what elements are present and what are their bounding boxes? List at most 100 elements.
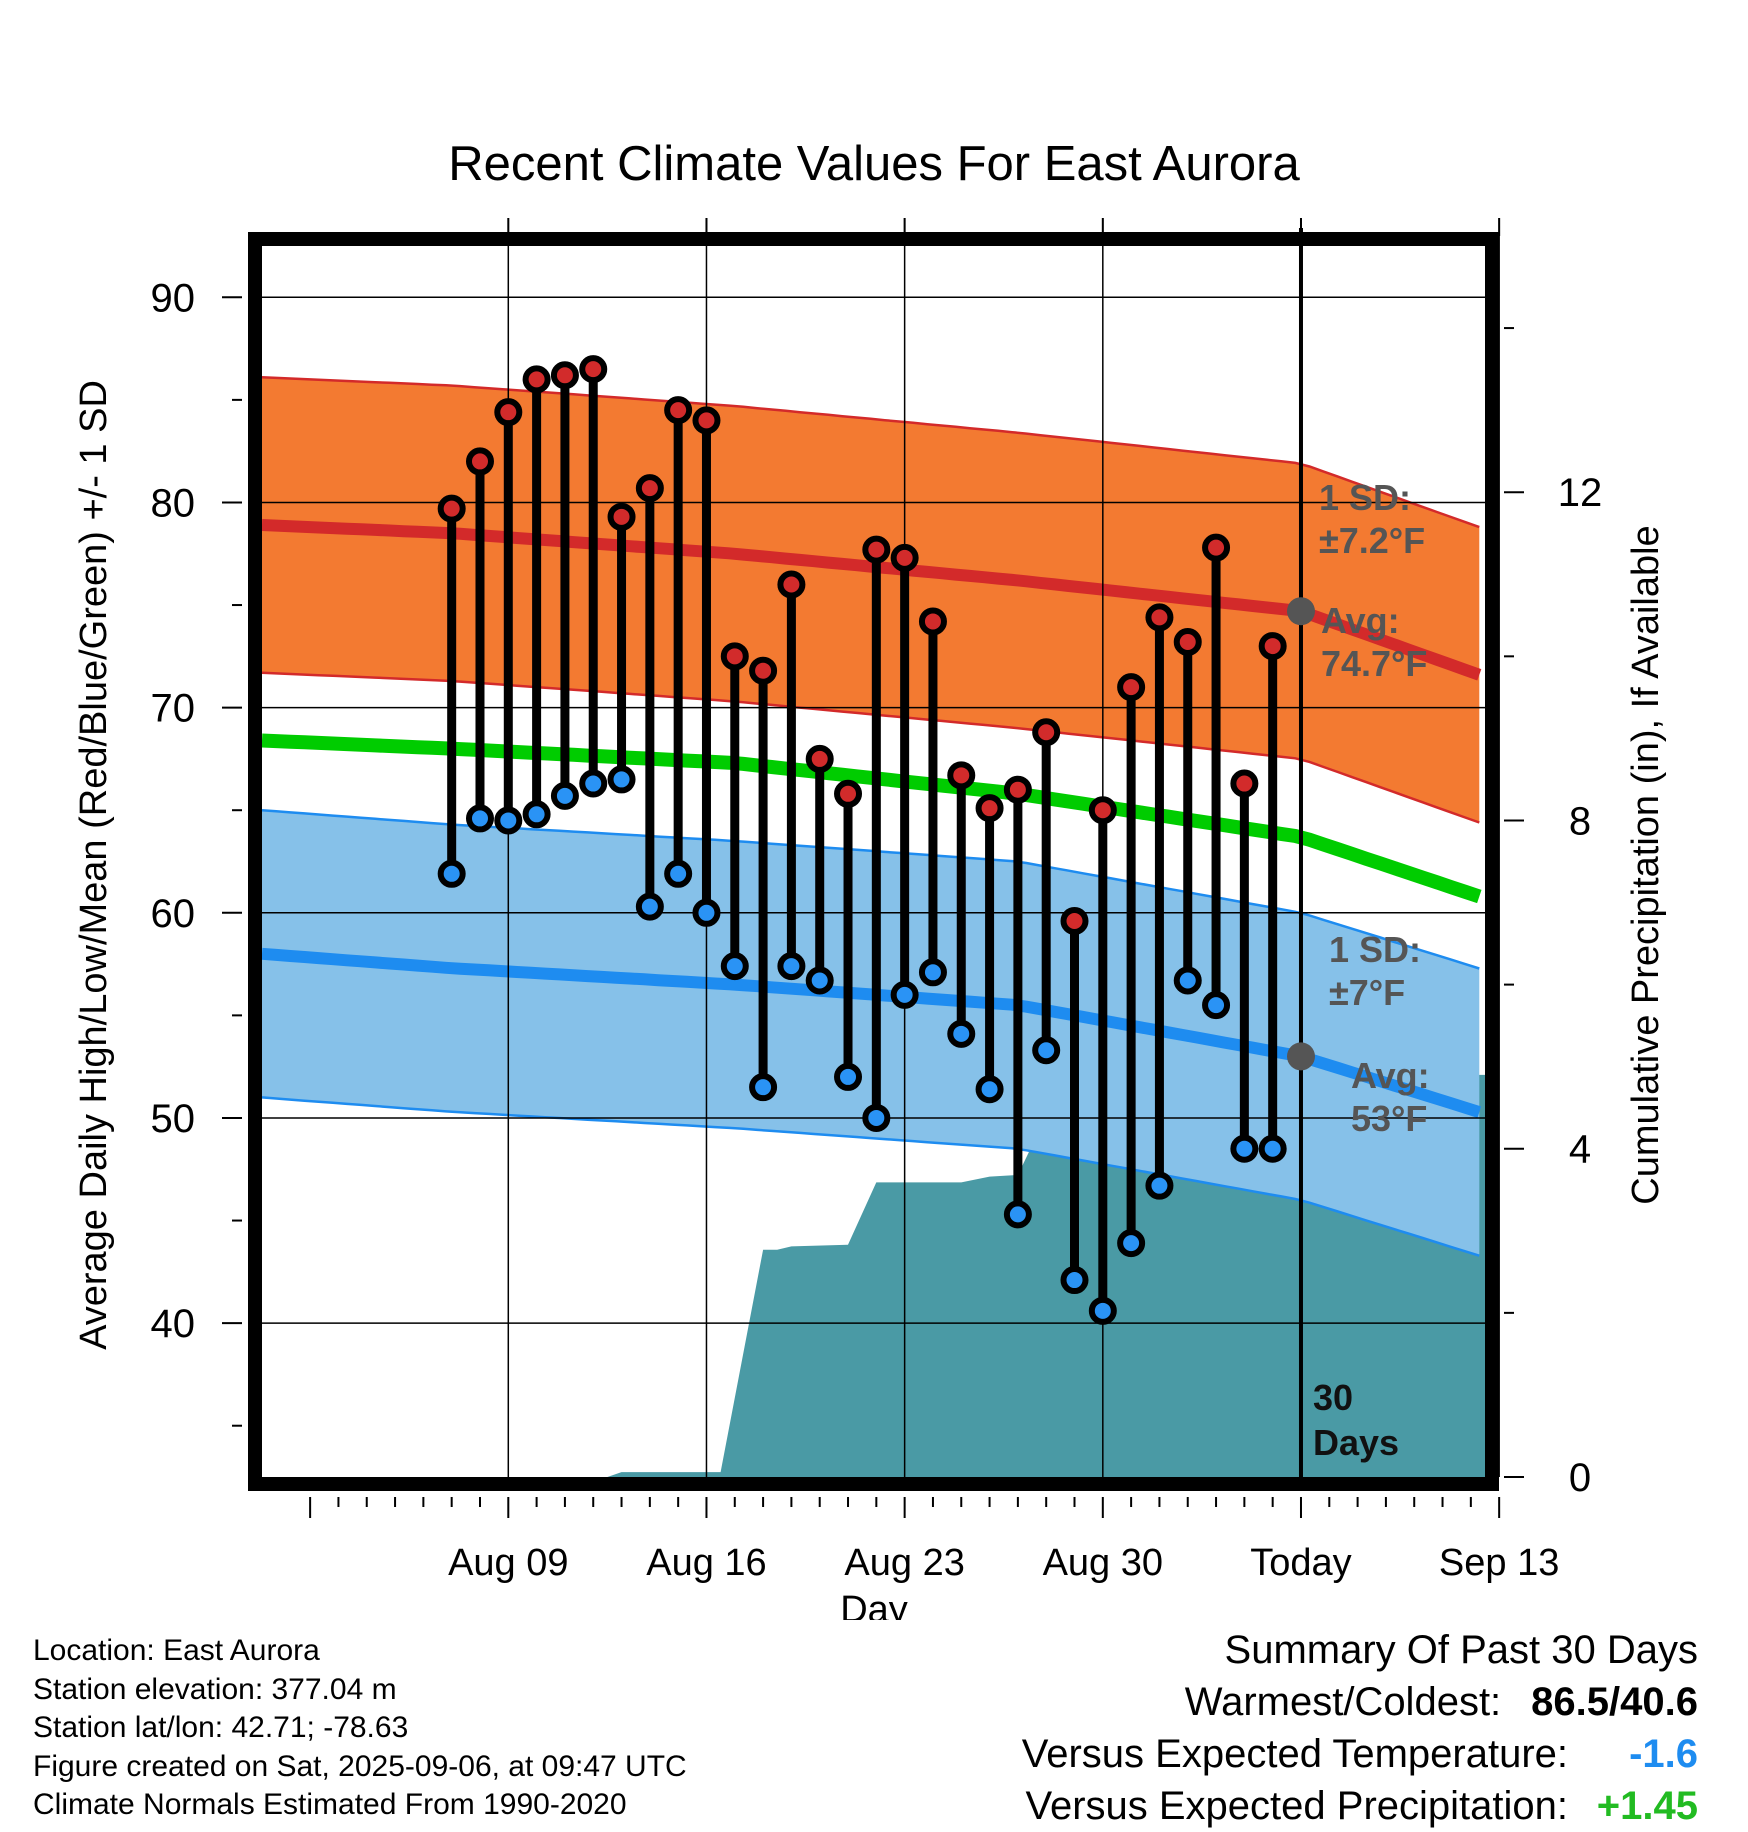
daily-high-point xyxy=(1003,775,1032,804)
high-avg-label: Avg: xyxy=(1321,600,1400,641)
today-high-avg-marker xyxy=(1286,597,1315,626)
daily-high-point xyxy=(975,794,1004,823)
normal-low-band-lower-edge xyxy=(261,1096,1480,1257)
daily-low-point xyxy=(579,769,608,798)
latlon-text: Station lat/lon: 42.71; -78.63 xyxy=(33,1711,409,1744)
y-tick-label: 90 xyxy=(151,276,196,320)
daily-low-point xyxy=(1117,1229,1146,1258)
precip-vs-expected-value: +1.45 xyxy=(1596,1784,1698,1828)
y2-axis-label: Cumulative Precipitation (in), If Availa… xyxy=(1625,525,1667,1204)
location-text: Location: East Aurora xyxy=(33,1634,320,1667)
daily-low-point xyxy=(437,859,466,888)
daily-high-point xyxy=(862,535,891,564)
x-tick-label: Sep 13 xyxy=(1439,1542,1559,1584)
daily-low-point xyxy=(1032,1036,1061,1065)
temp-vs-expected-value: -1.6 xyxy=(1629,1732,1698,1776)
daily-low-point xyxy=(918,958,947,987)
y2-tick-label: 0 xyxy=(1569,1456,1591,1500)
daily-high-point xyxy=(522,365,551,394)
today-days-label-line2: Days xyxy=(1313,1422,1399,1463)
low-sd-label: 1 SD: xyxy=(1329,929,1421,970)
daily-high-point xyxy=(635,474,664,503)
precip-vs-expected-label: Versus Expected Precipitation: xyxy=(1025,1784,1568,1828)
daily-low-point xyxy=(465,804,494,833)
high-sd-label: 1 SD: xyxy=(1319,477,1411,518)
created-text: Figure created on Sat, 2025-09-06, at 09… xyxy=(33,1749,687,1783)
daily-low-point xyxy=(692,898,721,927)
daily-high-point xyxy=(1032,718,1061,747)
y-tick-label: 40 xyxy=(151,1302,196,1346)
y-tick-label: 60 xyxy=(151,892,196,936)
elevation-text: Station elevation: 377.04 m xyxy=(33,1672,397,1706)
temp-vs-expected-label: Versus Expected Temperature: xyxy=(1021,1732,1568,1776)
daily-high-point xyxy=(607,502,636,531)
daily-high-point xyxy=(1230,769,1259,798)
summary-panel: Summary Of Past 30 Days Warmest/Coldest:… xyxy=(860,1624,1698,1832)
daily-high-point xyxy=(579,355,608,384)
daily-high-point xyxy=(890,543,919,572)
daily-high-point xyxy=(777,570,806,599)
daily-low-point xyxy=(834,1062,863,1091)
daily-low-point xyxy=(1258,1134,1287,1163)
y2-tick-label: 12 xyxy=(1558,471,1603,515)
daily-high-point xyxy=(494,398,523,427)
daily-low-point xyxy=(607,765,636,794)
daily-low-point xyxy=(975,1075,1004,1104)
daily-low-point xyxy=(720,952,749,981)
y-tick-label: 50 xyxy=(151,1097,196,1141)
x-tick-label: Aug 23 xyxy=(844,1542,964,1584)
low-sd-value: ±7°F xyxy=(1329,972,1405,1013)
daily-high-point xyxy=(1088,796,1117,825)
daily-low-point xyxy=(1145,1171,1174,1200)
daily-low-point xyxy=(1088,1296,1117,1325)
daily-high-point xyxy=(720,642,749,671)
daily-low-point xyxy=(749,1073,778,1102)
x-tick-label: Aug 09 xyxy=(448,1542,568,1584)
daily-high-point xyxy=(1117,673,1146,702)
daily-high-point xyxy=(437,494,466,523)
y2-tick-label: 8 xyxy=(1569,799,1591,843)
daily-high-point xyxy=(465,447,494,476)
daily-high-point xyxy=(749,656,778,685)
x-tick-label: Aug 16 xyxy=(646,1542,766,1584)
plot-frame xyxy=(248,232,1499,1491)
daily-low-point xyxy=(1173,966,1202,995)
daily-high-point xyxy=(834,779,863,808)
warm-cold-label: Warmest/Coldest: xyxy=(1184,1680,1502,1724)
x-tick-label: Today xyxy=(1250,1542,1351,1584)
y2-tick-label: 4 xyxy=(1569,1128,1591,1172)
daily-high-point xyxy=(805,744,834,773)
daily-high-point xyxy=(664,396,693,425)
summary-title: Summary Of Past 30 Days xyxy=(1224,1628,1698,1672)
today-low-avg-marker xyxy=(1286,1042,1315,1071)
daily-low-point xyxy=(1060,1266,1089,1295)
normal-high-line xyxy=(261,519,1482,681)
daily-low-point xyxy=(494,806,523,835)
daily-high-point xyxy=(1173,627,1202,656)
x-axis-label: Day xyxy=(840,1589,908,1620)
daily-high-point xyxy=(947,761,976,790)
daily-low-point xyxy=(635,892,664,921)
daily-high-point xyxy=(1258,632,1287,661)
low-avg-value: 53°F xyxy=(1351,1098,1427,1139)
daily-high-point xyxy=(1145,603,1174,632)
daily-low-point xyxy=(1230,1134,1259,1163)
daily-high-point xyxy=(692,406,721,435)
normal-high-band-upper-edge xyxy=(261,376,1480,529)
x-tick-label: Aug 30 xyxy=(1043,1542,1163,1584)
y-tick-label: 80 xyxy=(151,481,196,525)
daily-low-point xyxy=(890,980,919,1009)
daily-low-point xyxy=(862,1103,891,1132)
daily-high-point xyxy=(918,607,947,636)
daily-low-point xyxy=(1003,1200,1032,1229)
y-tick-label: 70 xyxy=(151,687,196,731)
daily-low-point xyxy=(522,800,551,829)
daily-high-point xyxy=(1202,533,1231,562)
high-sd-value: ±7.2°F xyxy=(1319,520,1425,561)
daily-low-point xyxy=(777,952,806,981)
y-axis-label: Average Daily High/Low/Mean (Red/Blue/Gr… xyxy=(73,380,115,1350)
chart-title: Recent Climate Values For East Aurora xyxy=(448,137,1300,191)
today-days-label-line1: 30 xyxy=(1313,1377,1353,1418)
high-avg-value: 74.7°F xyxy=(1321,643,1427,684)
